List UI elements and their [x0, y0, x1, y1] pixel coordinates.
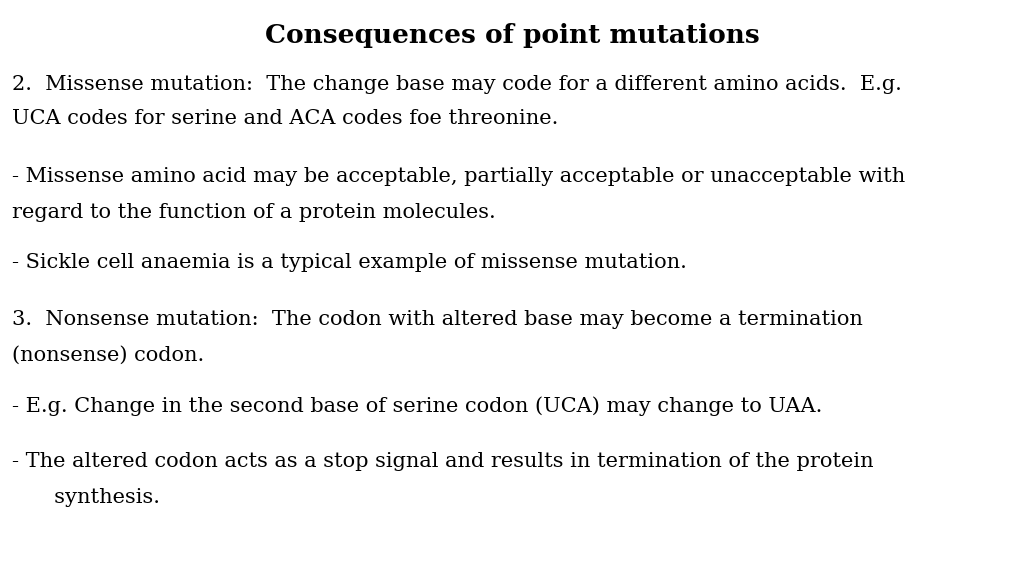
Text: regard to the function of a protein molecules.: regard to the function of a protein mole… — [12, 203, 496, 222]
Text: - Sickle cell anaemia is a typical example of missense mutation.: - Sickle cell anaemia is a typical examp… — [12, 253, 687, 272]
Text: 3.  Nonsense mutation:  The codon with altered base may become a termination: 3. Nonsense mutation: The codon with alt… — [12, 310, 863, 329]
Text: UCA codes for serine and ACA codes foe threonine.: UCA codes for serine and ACA codes foe t… — [12, 109, 559, 128]
Text: synthesis.: synthesis. — [41, 488, 160, 507]
Text: - The altered codon acts as a stop signal and results in termination of the prot: - The altered codon acts as a stop signa… — [12, 452, 873, 471]
Text: Consequences of point mutations: Consequences of point mutations — [264, 23, 760, 48]
Text: - E.g. Change in the second base of serine codon (UCA) may change to UAA.: - E.g. Change in the second base of seri… — [12, 396, 822, 416]
Text: (nonsense) codon.: (nonsense) codon. — [12, 346, 205, 365]
Text: 2.  Missense mutation:  The change base may code for a different amino acids.  E: 2. Missense mutation: The change base ma… — [12, 75, 902, 94]
Text: - Missense amino acid may be acceptable, partially acceptable or unacceptable wi: - Missense amino acid may be acceptable,… — [12, 167, 905, 186]
